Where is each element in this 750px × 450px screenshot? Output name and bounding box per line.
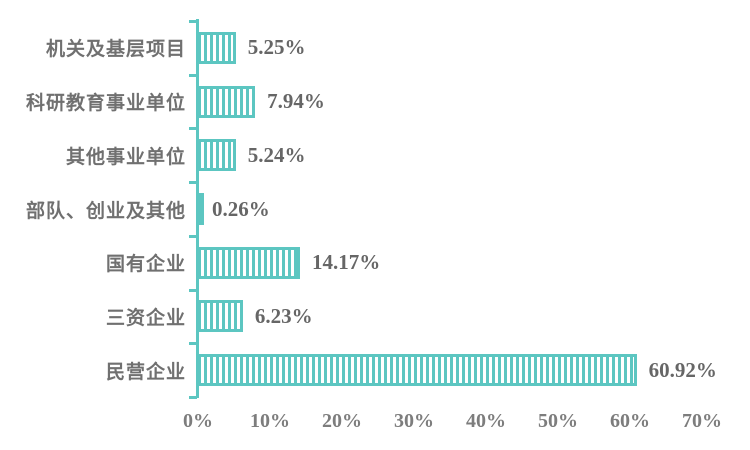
chart-row: 国有企业 14.17% bbox=[0, 236, 750, 290]
x-tick-label: 0% bbox=[183, 410, 213, 432]
chart-row: 科研教育事业单位 7.94% bbox=[0, 75, 750, 129]
chart-row: 民营企业 60.92% bbox=[0, 343, 750, 397]
category-label: 民营企业 bbox=[105, 361, 186, 383]
value-label: 5.25% bbox=[247, 35, 306, 60]
chart-row: 三资企业 6.23% bbox=[0, 290, 750, 344]
value-label: 60.92% bbox=[648, 357, 717, 382]
bar bbox=[198, 193, 204, 226]
category-label: 机关及基层项目 bbox=[45, 39, 186, 61]
chart-row: 机关及基层项目 5.25% bbox=[0, 21, 750, 75]
category-label: 国有企业 bbox=[105, 254, 186, 276]
chart-row: 其他事业单位 5.24% bbox=[0, 128, 750, 182]
plot-rows: 机关及基层项目 5.25% 科研教育事业单位 7.94% 其他事业单位 5.24% 部队、创… bbox=[0, 21, 750, 397]
value-label: 5.24% bbox=[247, 142, 306, 167]
category-label: 部队、创业及其他 bbox=[25, 200, 186, 222]
x-tick-label: 60% bbox=[610, 410, 650, 432]
y-axis-tick bbox=[189, 396, 197, 399]
y-axis-tick bbox=[189, 127, 197, 131]
bar bbox=[198, 85, 256, 118]
x-tick-label: 40% bbox=[466, 410, 506, 432]
category-label: 三资企业 bbox=[105, 307, 186, 329]
category-label: 其他事业单位 bbox=[65, 146, 186, 168]
chart-row: 部队、创业及其他 0.26% bbox=[0, 182, 750, 236]
category-label: 科研教育事业单位 bbox=[25, 93, 186, 115]
value-label: 6.23% bbox=[254, 303, 313, 328]
y-axis-tick bbox=[189, 73, 197, 77]
value-label: 7.94% bbox=[267, 89, 325, 114]
y-axis-line bbox=[196, 19, 199, 398]
y-axis-tick bbox=[189, 288, 197, 292]
value-label: 0.26% bbox=[212, 196, 270, 221]
bar bbox=[198, 354, 637, 387]
bar bbox=[198, 139, 236, 172]
x-tick-label: 20% bbox=[322, 410, 362, 432]
x-tick-label: 10% bbox=[250, 410, 290, 432]
bar bbox=[198, 246, 301, 279]
value-label: 14.17% bbox=[312, 250, 381, 275]
y-axis-tick bbox=[189, 234, 197, 238]
bar bbox=[198, 31, 236, 64]
y-axis-tick bbox=[189, 342, 197, 346]
y-axis-tick bbox=[189, 20, 197, 23]
bar bbox=[198, 300, 243, 333]
x-tick-label: 50% bbox=[538, 410, 578, 432]
y-axis-tick bbox=[189, 181, 197, 185]
x-tick-label: 30% bbox=[394, 410, 434, 432]
x-tick-label: 70% bbox=[682, 410, 722, 432]
